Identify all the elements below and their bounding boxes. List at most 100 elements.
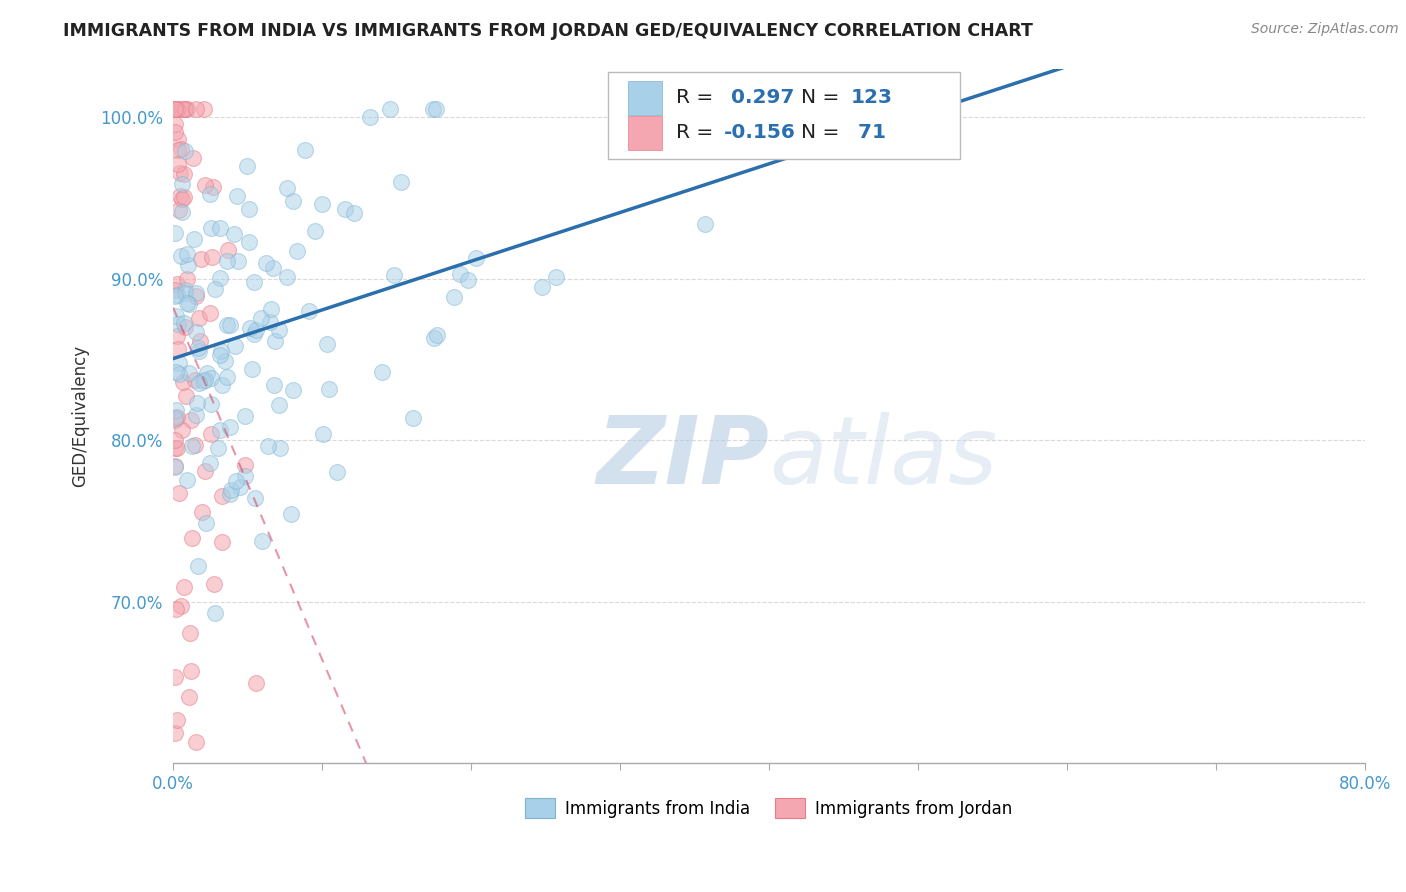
Point bbox=[173, 102, 195, 116]
Point bbox=[218, 487, 240, 501]
Point bbox=[464, 251, 486, 265]
Point bbox=[172, 375, 194, 389]
Point bbox=[318, 382, 340, 396]
Point bbox=[245, 323, 267, 337]
Point bbox=[184, 102, 207, 116]
Point bbox=[233, 458, 256, 472]
Bar bbox=[628, 81, 662, 114]
Point bbox=[166, 409, 188, 424]
Text: -0.156: -0.156 bbox=[724, 123, 796, 143]
Point bbox=[166, 102, 188, 116]
Point bbox=[315, 336, 337, 351]
Point bbox=[263, 334, 285, 349]
Point bbox=[173, 580, 195, 594]
Point bbox=[546, 270, 568, 285]
Point bbox=[312, 426, 335, 441]
Point bbox=[242, 275, 264, 289]
Point bbox=[177, 366, 200, 380]
Point bbox=[198, 457, 221, 471]
Point bbox=[294, 143, 316, 157]
Point bbox=[209, 348, 232, 362]
Point bbox=[167, 486, 190, 500]
Legend: Immigrants from India, Immigrants from Jordan: Immigrants from India, Immigrants from J… bbox=[519, 792, 1019, 824]
Point bbox=[242, 326, 264, 341]
Point bbox=[208, 423, 231, 437]
Point bbox=[170, 204, 193, 219]
Text: 123: 123 bbox=[851, 88, 893, 107]
Point bbox=[267, 398, 290, 412]
Point bbox=[163, 289, 186, 303]
Point bbox=[188, 311, 211, 326]
Point bbox=[359, 110, 381, 124]
Point bbox=[184, 286, 207, 301]
Point bbox=[167, 318, 190, 332]
Point bbox=[217, 369, 239, 384]
Point bbox=[169, 189, 191, 203]
Point bbox=[166, 342, 188, 356]
Point bbox=[166, 713, 188, 727]
Point bbox=[163, 459, 186, 474]
Point bbox=[226, 254, 249, 268]
Point bbox=[163, 284, 186, 298]
Text: ZIP: ZIP bbox=[596, 411, 769, 503]
Point bbox=[176, 473, 198, 487]
Point bbox=[170, 249, 193, 263]
Point bbox=[165, 102, 187, 116]
Point bbox=[211, 535, 233, 549]
Point bbox=[163, 433, 186, 447]
Point bbox=[165, 602, 187, 616]
Point bbox=[186, 408, 208, 422]
Point bbox=[200, 250, 222, 264]
Point bbox=[229, 481, 252, 495]
Point bbox=[184, 289, 207, 303]
Point bbox=[325, 465, 347, 479]
Point bbox=[844, 102, 866, 116]
Point bbox=[167, 157, 190, 171]
Point bbox=[343, 206, 366, 220]
Point bbox=[209, 221, 232, 235]
Point bbox=[186, 325, 208, 339]
Point bbox=[163, 102, 186, 116]
Point bbox=[219, 483, 242, 497]
Point bbox=[202, 576, 225, 591]
Point bbox=[191, 505, 214, 519]
Point bbox=[531, 280, 554, 294]
Text: IMMIGRANTS FROM INDIA VS IMMIGRANTS FROM JORDAN GED/EQUIVALENCY CORRELATION CHAR: IMMIGRANTS FROM INDIA VS IMMIGRANTS FROM… bbox=[63, 22, 1033, 40]
Point bbox=[238, 202, 260, 216]
Point bbox=[193, 178, 215, 193]
Point bbox=[423, 331, 446, 345]
Point bbox=[166, 329, 188, 343]
Point bbox=[693, 217, 716, 231]
Point bbox=[163, 412, 186, 426]
Point bbox=[177, 297, 200, 311]
Point bbox=[225, 474, 247, 488]
Point bbox=[280, 507, 302, 521]
Point bbox=[211, 343, 233, 358]
Point bbox=[200, 370, 222, 384]
Point bbox=[426, 328, 449, 343]
Point bbox=[195, 366, 218, 380]
Point bbox=[191, 374, 214, 388]
Point bbox=[180, 665, 202, 679]
Point bbox=[163, 410, 186, 425]
Point bbox=[259, 315, 281, 329]
Point bbox=[204, 607, 226, 621]
Point bbox=[167, 356, 190, 370]
Point bbox=[239, 321, 262, 335]
Point bbox=[250, 533, 273, 548]
Point bbox=[226, 188, 249, 202]
Point bbox=[425, 102, 447, 116]
Point bbox=[174, 286, 197, 301]
Point bbox=[224, 339, 246, 353]
Point bbox=[214, 354, 236, 368]
Point bbox=[238, 235, 260, 249]
Point bbox=[166, 441, 188, 455]
Point bbox=[276, 270, 298, 285]
Point bbox=[166, 143, 188, 157]
Point bbox=[166, 288, 188, 302]
Point bbox=[219, 420, 242, 434]
Point bbox=[217, 243, 239, 257]
Point bbox=[233, 469, 256, 483]
Text: R =: R = bbox=[676, 88, 720, 107]
Point bbox=[166, 277, 188, 292]
